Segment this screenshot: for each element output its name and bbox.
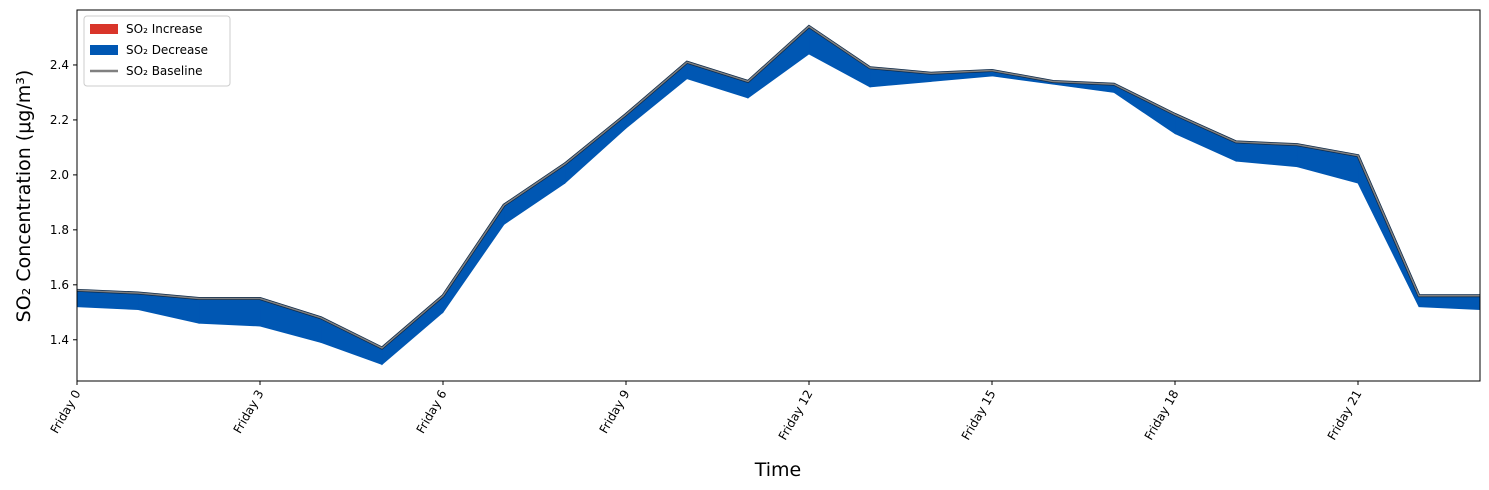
y-tick-label: 2.0 bbox=[50, 168, 69, 182]
y-tick-label: 2.4 bbox=[50, 58, 69, 72]
decrease-area bbox=[564, 113, 627, 185]
legend-swatch bbox=[90, 24, 118, 34]
legend-label: SO₂ Baseline bbox=[126, 64, 203, 78]
x-tick-label: Friday 21 bbox=[1325, 388, 1365, 443]
y-axis-label: SO₂ Concentration (μg/m³) bbox=[13, 70, 35, 323]
y-tick-label: 2.2 bbox=[50, 113, 69, 127]
x-tick-label: Friday 18 bbox=[1142, 388, 1182, 443]
decrease-area bbox=[808, 25, 871, 88]
legend-label: SO₂ Decrease bbox=[126, 43, 208, 57]
x-tick-label: Friday 6 bbox=[414, 388, 450, 436]
x-tick-label: Friday 0 bbox=[48, 388, 84, 436]
x-tick-label: Friday 12 bbox=[776, 388, 816, 443]
y-tick-label: 1.6 bbox=[50, 278, 69, 292]
x-axis-label: Time bbox=[754, 459, 802, 481]
plot-frame bbox=[76, 9, 1481, 382]
y-tick-label: 1.8 bbox=[50, 223, 69, 237]
decrease-area bbox=[1418, 295, 1481, 310]
decrease-area bbox=[259, 298, 322, 344]
x-tick-label: Friday 9 bbox=[597, 388, 633, 436]
decrease-area bbox=[503, 163, 566, 226]
decrease-area bbox=[747, 25, 810, 99]
baseline-line bbox=[76, 25, 1480, 349]
decrease-area bbox=[625, 61, 688, 130]
decrease-area bbox=[198, 298, 261, 327]
legend-label: SO₂ Increase bbox=[126, 22, 202, 36]
y-tick-label: 1.4 bbox=[50, 333, 69, 347]
x-tick-label: Friday 15 bbox=[959, 388, 999, 443]
legend-swatch bbox=[90, 45, 118, 55]
x-tick-label: Friday 3 bbox=[231, 388, 267, 436]
decrease-area bbox=[320, 317, 383, 366]
legend-box bbox=[83, 15, 231, 87]
decrease-area bbox=[381, 294, 444, 366]
